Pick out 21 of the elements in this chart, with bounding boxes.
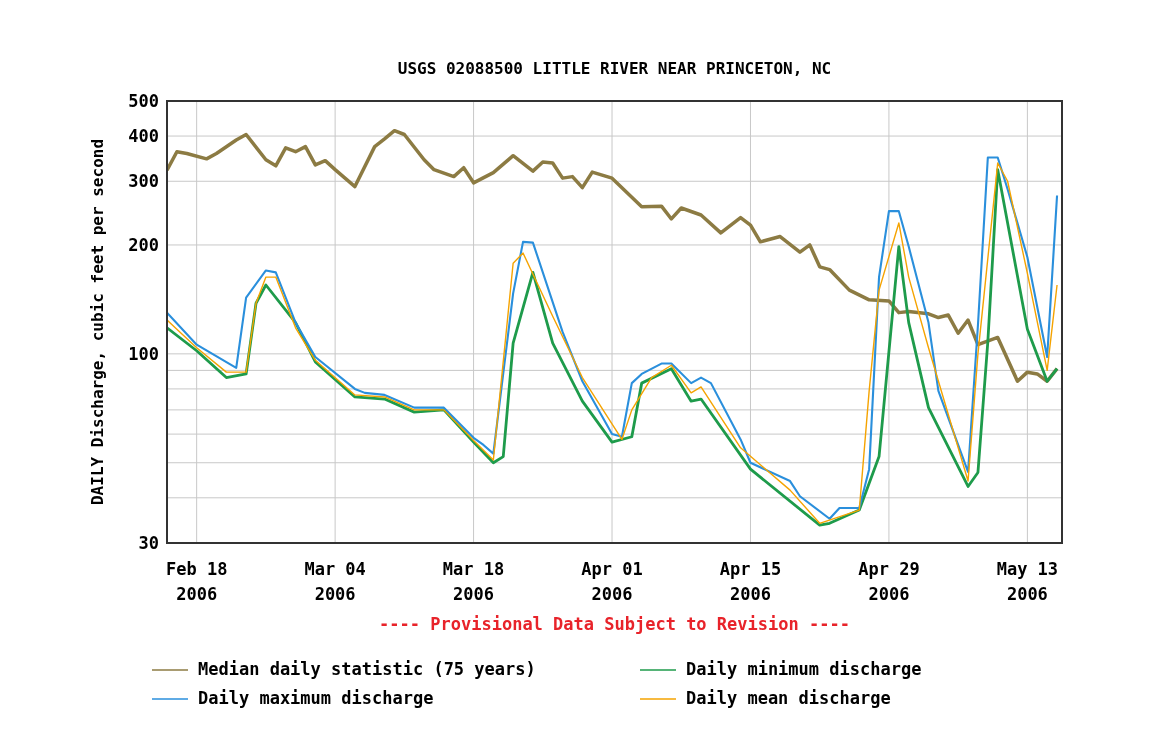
y-axis-title: DAILY Discharge, cubic feet per second bbox=[88, 138, 107, 506]
x-tick-label: Apr 01 2006 bbox=[581, 559, 643, 604]
x-tick-label: May 13 2006 bbox=[996, 559, 1059, 604]
legend-label: Daily maximum discharge bbox=[198, 688, 434, 708]
legend-label: Median daily statistic (75 years) bbox=[198, 659, 536, 679]
x-tick-label: Apr 15 2006 bbox=[719, 559, 782, 604]
legend-label: Daily mean discharge bbox=[686, 688, 891, 708]
y-tick-label: 30 bbox=[138, 533, 159, 553]
line-series bbox=[167, 128, 1059, 383]
y-tick-label: 300 bbox=[128, 171, 159, 192]
x-tick-label: Mar 18 2006 bbox=[442, 559, 505, 604]
y-tick-label: 500 bbox=[128, 91, 159, 111]
y-tick-label: 200 bbox=[128, 234, 159, 255]
x-tick-label: Feb 18 2006 bbox=[165, 559, 228, 604]
legend-label: Daily minimum discharge bbox=[686, 659, 922, 679]
x-tick-label: Mar 04 2006 bbox=[304, 559, 366, 604]
text: ---- Provisional Data Subject to Revision ---- bbox=[379, 614, 850, 634]
y-tick-label: 100 bbox=[128, 343, 159, 364]
y-tick-label: 400 bbox=[128, 126, 159, 147]
x-tick-label: Apr 29 2006 bbox=[858, 559, 920, 604]
chart-title: USGS 02088500 LITTLE RIVER NEAR PRINCETON, NC bbox=[397, 59, 832, 78]
